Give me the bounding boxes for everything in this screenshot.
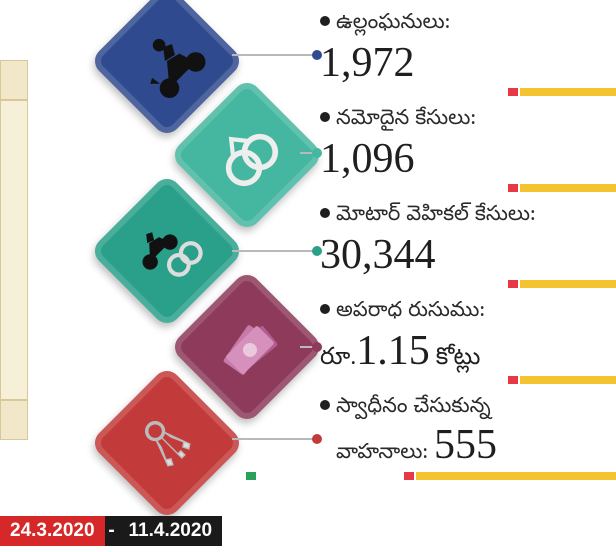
- underline-yellow: [520, 280, 616, 288]
- stats-column: ఉల్లంఘనులు:1,972 నమోదైన కేసులు:1,096 మోటార…: [320, 0, 616, 552]
- date-range-banner: 24.3.2020 - 11.4.2020: [0, 516, 222, 546]
- underline-yellow: [520, 376, 616, 384]
- date-sep: -: [105, 516, 119, 546]
- stat-underline: [520, 280, 616, 288]
- stat-label: స్వాధీనం చేసుకున్న: [336, 395, 491, 423]
- bullet-icon: [320, 400, 330, 410]
- stat-number: 30,344: [320, 232, 436, 278]
- stat-item: అపరాధ రుసుము:రూ.1.15 కోట్లు: [320, 300, 616, 373]
- underline-red: [508, 280, 518, 288]
- stat-number: 1,972: [320, 40, 415, 86]
- stat-underline: [520, 88, 616, 96]
- stat-label: అపరాధ రుసుము:: [336, 299, 485, 327]
- stat-value: 1,972: [320, 41, 616, 85]
- stat-number: 1,096: [320, 136, 415, 182]
- connector-line: [232, 54, 316, 56]
- stat-prefix: రూ.: [320, 344, 356, 370]
- date-from: 24.3.2020: [0, 516, 105, 546]
- underline-red: [508, 376, 518, 384]
- bullet-icon: [320, 16, 330, 26]
- stat-label-row: నమోదైన కేసులు:: [320, 108, 616, 135]
- stat-label: నమోదైన కేసులు:: [336, 107, 476, 135]
- underline-red: [508, 184, 518, 192]
- underline-yellow: [416, 472, 616, 480]
- page-edge-decor: [0, 60, 28, 440]
- stat-label-row: స్వాధీనం చేసుకున్న వాహనాలు:555: [320, 396, 616, 470]
- edge-segment: [0, 60, 28, 100]
- stat-value: 1,096: [320, 137, 616, 181]
- stat-underline: [520, 376, 616, 384]
- stat-item: మోటార్ వెహికల్ కేసులు:30,344: [320, 204, 616, 277]
- stat-label: మోటార్ వెహికల్ కేసులు:: [336, 203, 536, 231]
- stat-underline: [416, 472, 616, 480]
- stat-item: ఉల్లంఘనులు:1,972: [320, 12, 616, 85]
- connector-line: [300, 152, 316, 154]
- underline-red: [404, 472, 414, 480]
- stat-label: ఉల్లంఘనులు:: [336, 11, 450, 39]
- stat-suffix: కోట్లు: [430, 344, 481, 370]
- stat-label-row: అపరాధ రుసుము:: [320, 300, 616, 327]
- stat-value: 30,344: [320, 233, 616, 277]
- stat-label-row: ఉల్లంఘనులు:: [320, 12, 616, 39]
- edge-segment: [0, 400, 28, 440]
- bullet-icon: [320, 112, 330, 122]
- stat-value: 555: [434, 422, 497, 468]
- stat-number: 1.15: [356, 328, 430, 374]
- bullet-icon: [320, 208, 330, 218]
- underline-red: [508, 88, 518, 96]
- connector-line: [300, 346, 316, 348]
- stat-value: రూ.1.15 కోట్లు: [320, 329, 616, 373]
- connector-line: [232, 250, 316, 252]
- stat-item: స్వాధీనం చేసుకున్న వాహనాలు:555: [320, 396, 616, 470]
- icons-column: [40, 0, 320, 552]
- stat-underline: [520, 184, 616, 192]
- stat-label-row: మోటార్ వెహికల్ కేసులు:: [320, 204, 616, 231]
- edge-segment: [0, 100, 28, 400]
- stat-item: నమోదైన కేసులు:1,096: [320, 108, 616, 181]
- underline-yellow: [520, 184, 616, 192]
- bullet-icon: [320, 304, 330, 314]
- underline-green: [246, 472, 256, 480]
- underline-yellow: [520, 88, 616, 96]
- stat-label-2: వాహనాలు:: [336, 441, 428, 469]
- connector-line: [232, 438, 316, 440]
- date-to: 11.4.2020: [119, 516, 222, 546]
